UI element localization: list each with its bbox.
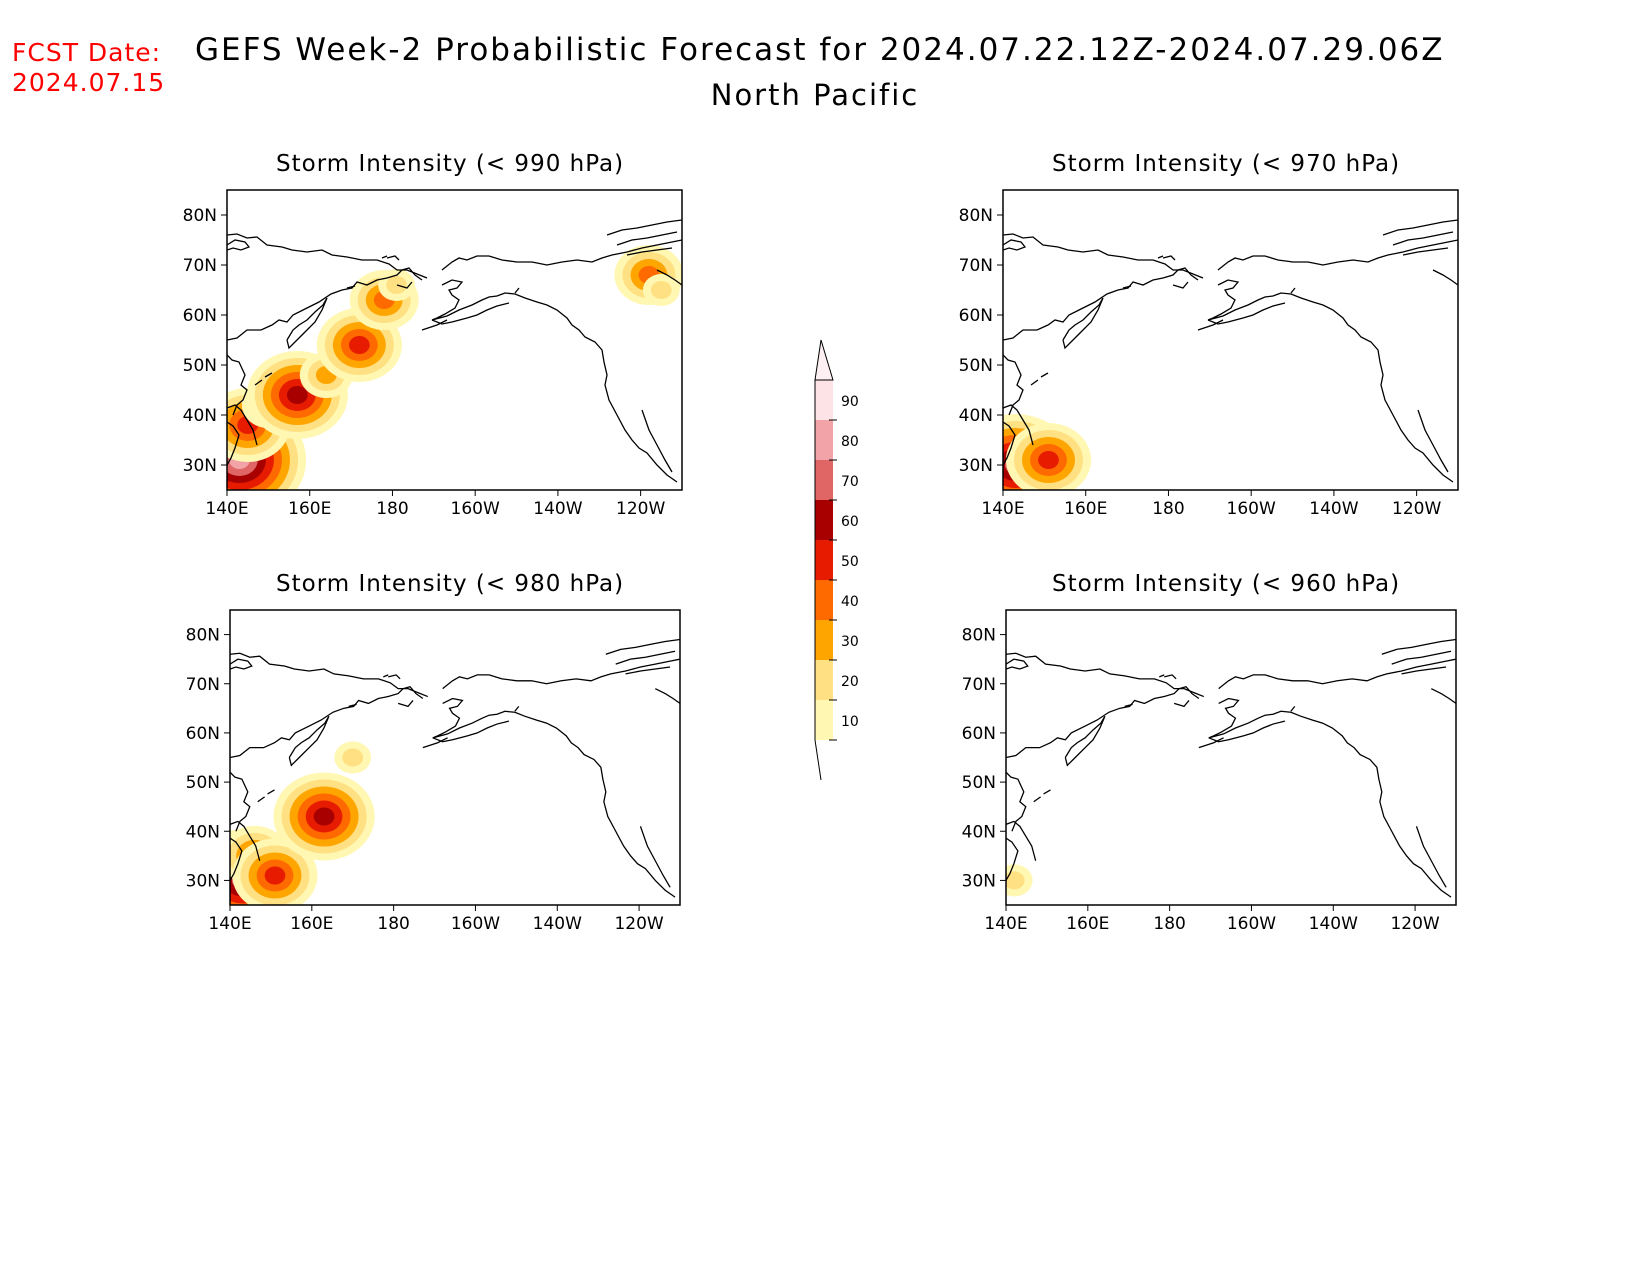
colorbar-segment bbox=[815, 540, 833, 580]
colorbar-label: 40 bbox=[841, 594, 859, 610]
colorbar-segment bbox=[815, 620, 833, 660]
colorbar-arrow-bottom bbox=[814, 739, 822, 781]
probability-contour bbox=[386, 276, 407, 294]
x-tick-label: 140E bbox=[208, 914, 251, 934]
map-frame bbox=[1002, 189, 1459, 491]
y-tick-label: 40N bbox=[183, 406, 217, 426]
probability-contour bbox=[264, 866, 286, 885]
y-tick-label: 30N bbox=[186, 871, 220, 891]
colorbar-label: 20 bbox=[841, 674, 859, 690]
colorbar-label: 90 bbox=[841, 394, 859, 410]
y-tick-label: 40N bbox=[186, 822, 220, 842]
panel-title-960: Storm Intensity (< 960 hPa) bbox=[1052, 571, 1401, 597]
x-tick-label: 140E bbox=[205, 499, 248, 519]
colorbar-segment bbox=[815, 660, 833, 700]
map-frame bbox=[229, 609, 681, 906]
page-title: GEFS Week-2 Probabilistic Forecast for 2… bbox=[195, 32, 1445, 68]
x-tick-label: 160E bbox=[290, 914, 333, 934]
y-tick-label: 30N bbox=[183, 456, 217, 476]
probability-contour bbox=[286, 386, 308, 404]
y-tick-label: 70N bbox=[183, 256, 217, 276]
colorbar-segment bbox=[815, 500, 833, 540]
y-tick-label: 60N bbox=[186, 724, 220, 744]
y-tick-label: 60N bbox=[959, 306, 993, 326]
colorbar: 90 80 70 60 50 40 30 20 10 bbox=[814, 339, 859, 781]
colorbar-label: 60 bbox=[841, 514, 859, 530]
y-tick-label: 70N bbox=[186, 675, 220, 695]
x-tick-label: 120W bbox=[1392, 499, 1441, 519]
y-tick-label: 80N bbox=[183, 206, 217, 226]
y-tick-label: 40N bbox=[962, 822, 996, 842]
colorbar-segment bbox=[815, 460, 833, 500]
x-tick-label: 160E bbox=[1064, 499, 1107, 519]
x-tick-label: 160W bbox=[451, 499, 500, 519]
map-frame bbox=[1005, 609, 1457, 906]
y-tick-label: 70N bbox=[959, 256, 993, 276]
colorbar-segment bbox=[815, 420, 833, 460]
y-tick-label: 80N bbox=[186, 626, 220, 646]
fcst-date-value: 2024.07.15 bbox=[12, 68, 166, 97]
colorbar-label: 50 bbox=[841, 554, 859, 570]
y-tick-label: 40N bbox=[959, 406, 993, 426]
fcst-date-block: FCST Date: 2024.07.15 bbox=[12, 38, 165, 98]
x-tick-label: 180 bbox=[1152, 499, 1184, 519]
y-tick-label: 50N bbox=[183, 356, 217, 376]
panel-title-990: Storm Intensity (< 990 hPa) bbox=[276, 151, 625, 177]
colorbar-segment bbox=[815, 580, 833, 620]
y-tick-label: 30N bbox=[959, 456, 993, 476]
x-tick-label: 160W bbox=[451, 914, 500, 934]
x-tick-label: 160E bbox=[288, 499, 331, 519]
coastline bbox=[1006, 638, 1456, 898]
map-panel-p960: 140E 160E 180 160W 140W 120W 80N 70N 60N 50N 40N 30… bbox=[962, 609, 1457, 934]
colorbar-arrow-top bbox=[814, 339, 834, 381]
panel-title-980: Storm Intensity (< 980 hPa) bbox=[276, 571, 625, 597]
x-tick-label: 140W bbox=[533, 914, 582, 934]
x-tick-label: 140E bbox=[981, 499, 1024, 519]
x-tick-label: 180 bbox=[377, 914, 409, 934]
y-tick-label: 50N bbox=[959, 356, 993, 376]
y-tick-label: 50N bbox=[186, 773, 220, 793]
colorbar-label: 70 bbox=[841, 474, 859, 490]
colorbar-label: 80 bbox=[841, 434, 859, 450]
map-panel-p990: 140E 160E 180 160W 140W 120W 80N 70N 60N 50N 40N 30… bbox=[183, 189, 683, 519]
probability-contour bbox=[650, 281, 672, 299]
page-subtitle: North Pacific bbox=[710, 78, 920, 112]
y-tick-label: 50N bbox=[962, 773, 996, 793]
x-tick-label: 120W bbox=[616, 499, 665, 519]
probability-contour bbox=[1038, 451, 1059, 469]
x-tick-label: 140W bbox=[533, 499, 582, 519]
x-tick-label: 160E bbox=[1066, 914, 1109, 934]
x-tick-label: 140W bbox=[1309, 914, 1358, 934]
panel-title-970: Storm Intensity (< 970 hPa) bbox=[1052, 151, 1401, 177]
probability-contour bbox=[342, 748, 364, 767]
x-tick-label: 180 bbox=[376, 499, 408, 519]
x-tick-label: 160W bbox=[1227, 499, 1276, 519]
x-tick-label: 120W bbox=[1390, 914, 1439, 934]
y-tick-label: 70N bbox=[962, 675, 996, 695]
probability-contour bbox=[349, 336, 370, 354]
y-tick-label: 80N bbox=[959, 206, 993, 226]
map-panel-p970: 140E 160E 180 160W 140W 120W 80N 70N 60N 50N 40N 30… bbox=[959, 189, 1459, 519]
x-tick-label: 140W bbox=[1309, 499, 1358, 519]
x-tick-label: 180 bbox=[1153, 914, 1185, 934]
fcst-date-label: FCST Date: bbox=[12, 38, 162, 67]
x-tick-label: 160W bbox=[1227, 914, 1276, 934]
y-tick-label: 30N bbox=[962, 871, 996, 891]
y-tick-label: 80N bbox=[962, 626, 996, 646]
x-tick-label: 120W bbox=[614, 914, 663, 934]
x-tick-label: 140E bbox=[984, 914, 1027, 934]
map-frame bbox=[226, 189, 683, 491]
colorbar-segment bbox=[815, 380, 833, 420]
y-tick-label: 60N bbox=[183, 306, 217, 326]
colorbar-label: 10 bbox=[841, 714, 859, 730]
colorbar-segment bbox=[815, 700, 833, 740]
colorbar-label: 30 bbox=[841, 634, 859, 650]
probability-contour bbox=[313, 807, 335, 826]
map-panel-p980: 140E 160E 180 160W 140W 120W 80N 70N 60N 50N 40N 30… bbox=[186, 609, 681, 934]
y-tick-label: 60N bbox=[962, 724, 996, 744]
probability-contour bbox=[1006, 871, 1025, 890]
